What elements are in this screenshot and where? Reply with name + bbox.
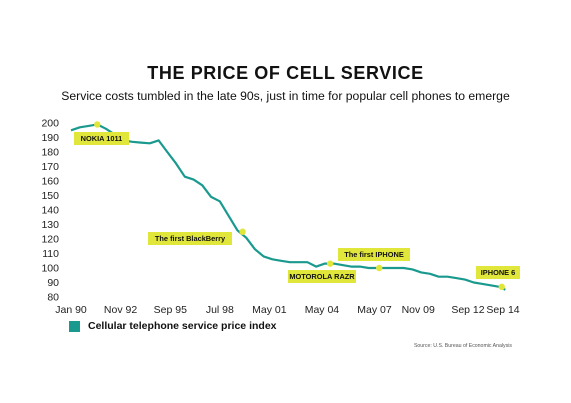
annotation-box [148,232,232,245]
legend-label: Cellular telephone service price index [88,320,277,332]
x-tick-label: May 04 [305,304,340,316]
annotation-box [288,270,356,283]
annotation-marker [94,121,101,128]
annotation-label: MOTOROLA RAZR [289,272,355,281]
y-tick-label: 120 [41,234,59,246]
annotation-marker [498,283,505,291]
y-tick-label: 130 [41,219,59,231]
annotation-box [476,266,520,279]
annotation-label: The first IPHONE [344,250,404,259]
legend-swatch [69,320,80,332]
x-tick-label: May 01 [252,304,287,316]
legend: Cellular telephone service price index [69,320,277,332]
x-tick-label: Sep 12 [451,304,484,316]
y-tick-label: 160 [41,176,59,188]
x-tick-label: Jan 90 [55,304,87,316]
x-tick-label: Jul 98 [206,304,234,316]
source-note: Source: U.S. Bureau of Economic Analysis [413,343,512,349]
annotation-label: NOKIA 1011 [81,134,123,143]
x-tick-label: Sep 14 [486,304,519,316]
annotation-marker [375,264,383,272]
y-tick-label: 170 [41,161,59,173]
y-tick-label: 80 [47,292,59,304]
y-tick-label: 110 [42,248,59,260]
annotation-marker [326,260,334,267]
annotation-label: IPHONE 6 [481,268,516,277]
annotation-label: The first BlackBerry [155,234,226,243]
y-tick-label: 190 [41,132,59,144]
series-line [70,123,506,291]
y-tick-label: 100 [41,263,59,275]
annotation-box [338,248,410,261]
x-tick-label: May 07 [357,304,392,316]
x-tick-label: Nov 09 [402,304,435,316]
y-tick-label: 200 [41,118,59,130]
chart-title: THE PRICE OF CELL SERVICE [147,63,424,83]
y-tick-label: 90 [47,277,59,289]
y-tick-label: 180 [41,147,59,159]
chart-subtitle: Service costs tumbled in the late 90s, j… [61,89,510,103]
annotation-marker [239,228,246,235]
x-tick-label: Sep 95 [154,304,187,316]
y-tick-label: 150 [41,190,59,202]
x-tick-label: Nov 92 [104,304,137,316]
y-tick-label: 140 [41,205,59,217]
annotation-box [74,132,129,145]
